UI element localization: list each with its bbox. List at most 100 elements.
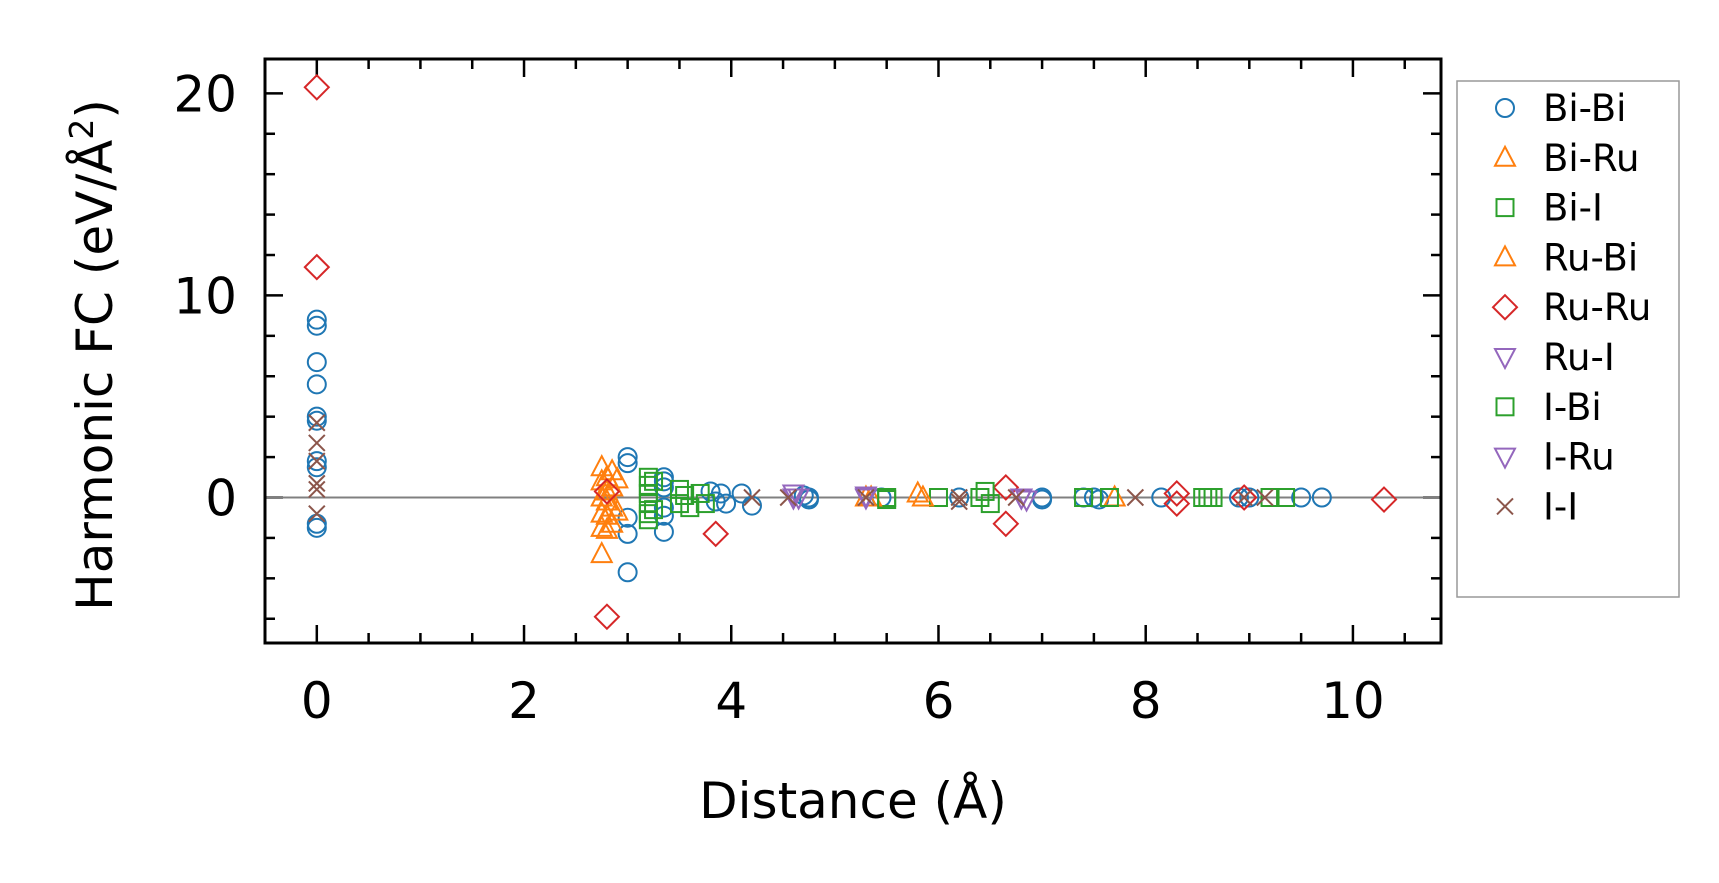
x-tick-label: 4 xyxy=(715,672,747,730)
data-point xyxy=(595,502,619,525)
data-point xyxy=(710,483,731,504)
data-point xyxy=(306,457,327,478)
legend: Bi-Bi Bi-Ru Bi-I Ru-Bi Ru-Ru Ru-I I-Bi I-Ru I-I xyxy=(1456,80,1680,598)
data-point xyxy=(644,471,664,491)
data-point xyxy=(992,473,1020,501)
legend-entry: I-I xyxy=(1496,485,1578,528)
data-point xyxy=(857,488,875,507)
data-point xyxy=(308,434,326,452)
series-ru-bi xyxy=(595,464,935,539)
data-point xyxy=(1370,486,1398,513)
data-point xyxy=(1163,480,1191,507)
data-point xyxy=(1235,488,1253,507)
data-point xyxy=(695,494,715,514)
data-point xyxy=(1007,488,1025,507)
data-point xyxy=(1276,488,1296,508)
data-point xyxy=(949,487,970,508)
legend-marker xyxy=(1493,348,1517,371)
data-point xyxy=(593,603,621,631)
legend-entry: I-Bi xyxy=(1495,386,1602,429)
data-point xyxy=(1099,488,1119,508)
series-bi-i xyxy=(638,467,1296,530)
data-point xyxy=(675,485,695,505)
y-axis-label-close: ) xyxy=(66,99,124,119)
data-point xyxy=(1230,484,1258,511)
data-point xyxy=(1126,488,1145,507)
data-point xyxy=(617,523,638,544)
data-point xyxy=(743,488,761,507)
legend-marker xyxy=(1495,397,1515,417)
data-point xyxy=(980,494,1000,514)
legend-items: Bi-Bi Bi-Ru Bi-I Ru-Bi Ru-Ru Ru-I I-Bi I-Ru I-I xyxy=(1491,87,1651,528)
data-point xyxy=(716,493,737,514)
data-point xyxy=(590,540,614,564)
data-point xyxy=(992,510,1020,538)
data-point xyxy=(617,507,638,528)
legend-marker xyxy=(1493,447,1517,470)
data-point xyxy=(653,521,674,542)
legend-label: Ru-Ru xyxy=(1543,286,1651,329)
data-point xyxy=(617,562,638,583)
series-ru-ru xyxy=(303,73,1398,631)
data-point xyxy=(595,488,619,511)
data-point xyxy=(1291,487,1312,508)
legend-label: I-Bi xyxy=(1543,386,1602,429)
axis-ticks xyxy=(263,59,1441,643)
data-point xyxy=(306,410,327,431)
x-tick-labels: 0 2 4 6 8 10 xyxy=(301,672,1385,730)
x-axis-label: Distance (Å) xyxy=(699,772,1007,830)
data-point xyxy=(906,480,930,503)
data-point xyxy=(306,451,327,472)
plot-frame xyxy=(263,57,1443,645)
data-point xyxy=(911,484,935,507)
series-i-bi xyxy=(644,471,1218,520)
legend-label: Ru-Bi xyxy=(1543,236,1638,279)
data-point xyxy=(605,498,629,521)
data-point xyxy=(653,497,674,518)
data-point xyxy=(741,495,762,516)
data-point xyxy=(1228,487,1249,508)
data-point xyxy=(970,488,990,508)
data-point xyxy=(975,481,995,501)
data-point xyxy=(590,500,614,523)
x-tick-label: 2 xyxy=(508,672,540,730)
y-axis-label-superscript: 2 xyxy=(62,119,101,140)
legend-label: Ru-I xyxy=(1543,336,1615,379)
data-point xyxy=(653,477,674,498)
data-point xyxy=(928,488,948,508)
data-point xyxy=(702,520,730,548)
data-point xyxy=(308,504,326,523)
data-point xyxy=(644,500,664,520)
data-point xyxy=(303,73,331,101)
data-point xyxy=(605,466,629,489)
legend-entry: Bi-Bi xyxy=(1495,87,1626,130)
data-point xyxy=(1014,490,1039,513)
data-point xyxy=(595,516,619,539)
data-point xyxy=(308,452,326,470)
y-tick-labels: 0 10 20 xyxy=(173,65,237,527)
data-point xyxy=(950,488,968,507)
data-point xyxy=(669,479,689,499)
data-point xyxy=(303,253,331,281)
legend-entry: I-Ru xyxy=(1493,436,1615,479)
data-point xyxy=(308,480,326,499)
data-point xyxy=(854,488,878,511)
legend-entry: Ru-Bi xyxy=(1493,236,1638,279)
data-point xyxy=(306,309,327,330)
data-point xyxy=(306,517,327,538)
data-point xyxy=(306,513,327,534)
data-point xyxy=(653,505,674,526)
series-i-i xyxy=(308,414,1274,523)
data-point xyxy=(595,478,619,501)
legend-entry: Bi-Ru xyxy=(1493,137,1640,180)
legend-label: Bi-Bi xyxy=(1543,87,1626,130)
data-point xyxy=(308,414,326,432)
data-point xyxy=(690,483,710,503)
legend-marker xyxy=(1496,497,1514,516)
y-tick-label: 20 xyxy=(173,65,237,123)
legend-label: Bi-I xyxy=(1543,187,1603,230)
data-point xyxy=(1256,488,1274,507)
data-point xyxy=(1311,487,1332,508)
data-point xyxy=(306,374,327,395)
series-bi-bi xyxy=(306,309,1332,583)
